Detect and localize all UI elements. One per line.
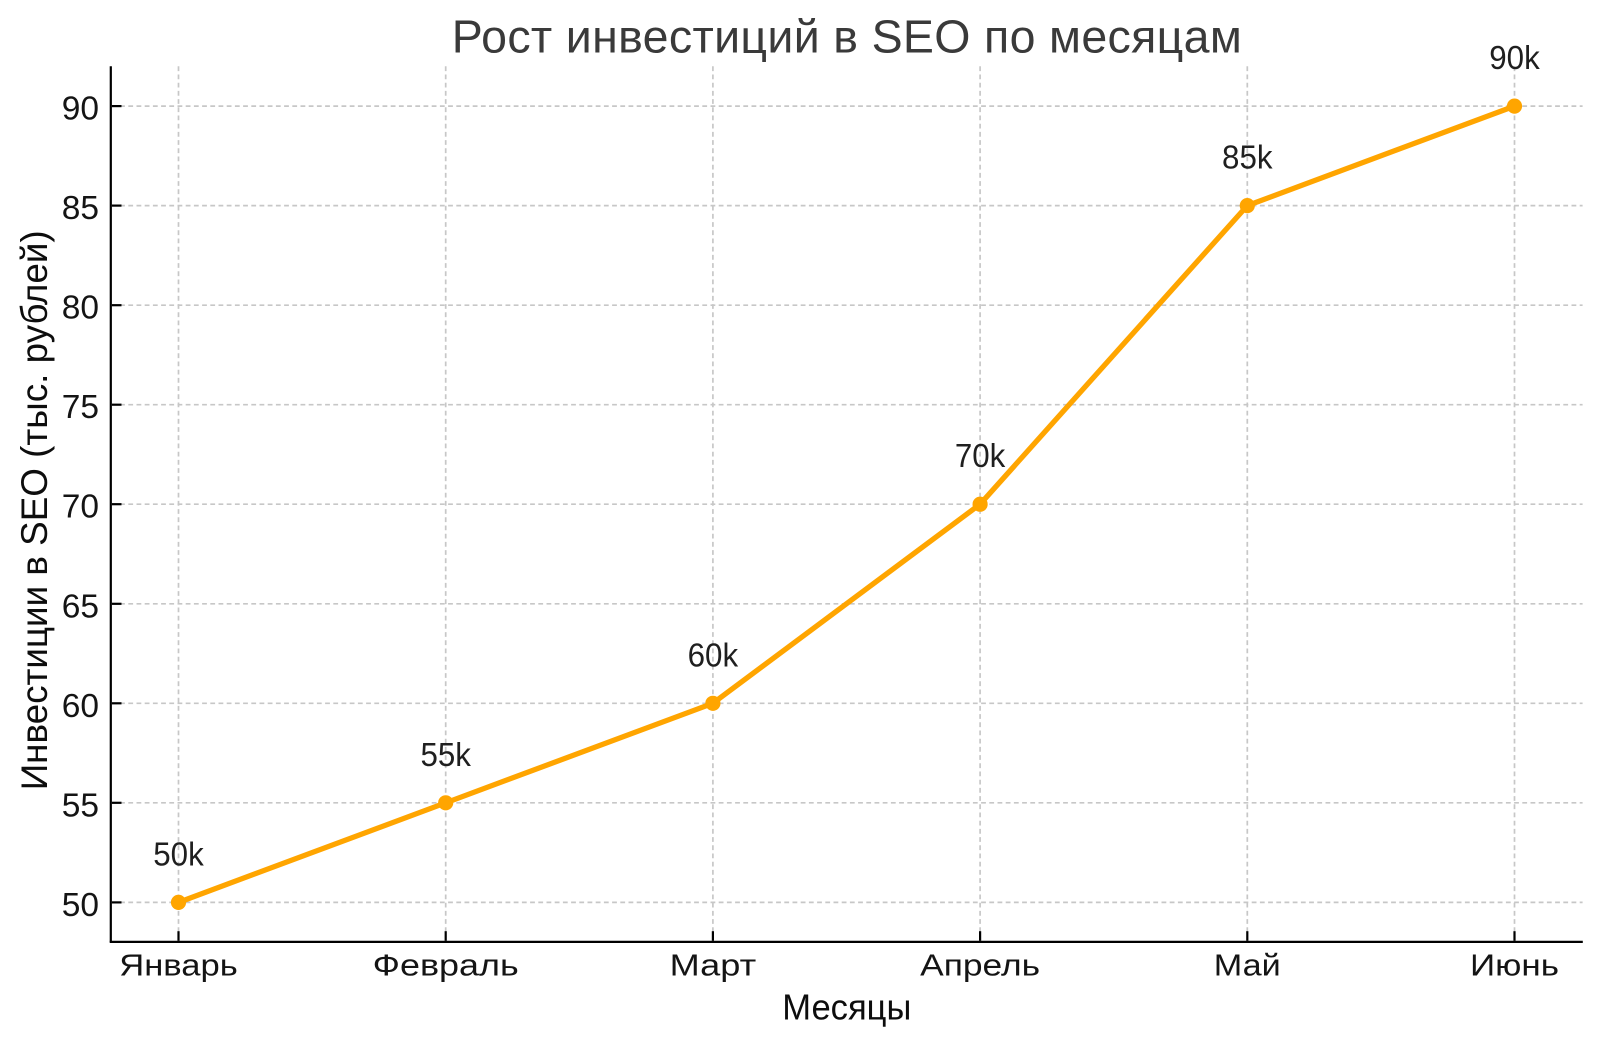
svg-text:Месяцы: Месяцы (782, 987, 911, 1028)
svg-text:60k: 60k (688, 636, 739, 673)
svg-text:55: 55 (62, 787, 99, 824)
svg-text:Март: Март (670, 948, 757, 983)
svg-text:Февраль: Февраль (373, 948, 519, 983)
svg-text:90: 90 (62, 91, 99, 128)
svg-text:Рост инвестиций в SEO по месяц: Рост инвестиций в SEO по месяцам (452, 10, 1242, 62)
svg-text:65: 65 (62, 588, 99, 625)
svg-text:90k: 90k (1489, 39, 1540, 76)
svg-text:85: 85 (62, 190, 99, 227)
svg-text:Май: Май (1214, 948, 1281, 983)
svg-text:70k: 70k (955, 437, 1006, 474)
svg-text:50: 50 (62, 887, 99, 924)
svg-text:50k: 50k (153, 835, 204, 872)
svg-text:Июнь: Июнь (1470, 948, 1559, 983)
svg-text:70: 70 (62, 489, 99, 526)
svg-text:Апрель: Апрель (920, 948, 1040, 983)
svg-text:55k: 55k (420, 736, 471, 773)
svg-text:80: 80 (62, 290, 99, 327)
svg-text:75: 75 (62, 389, 99, 426)
svg-text:85k: 85k (1222, 139, 1273, 176)
svg-text:Январь: Январь (119, 948, 238, 983)
svg-text:60: 60 (62, 688, 99, 725)
svg-text:Инвестиции в SEO (тыс. рублей): Инвестиции в SEO (тыс. рублей) (14, 230, 55, 790)
